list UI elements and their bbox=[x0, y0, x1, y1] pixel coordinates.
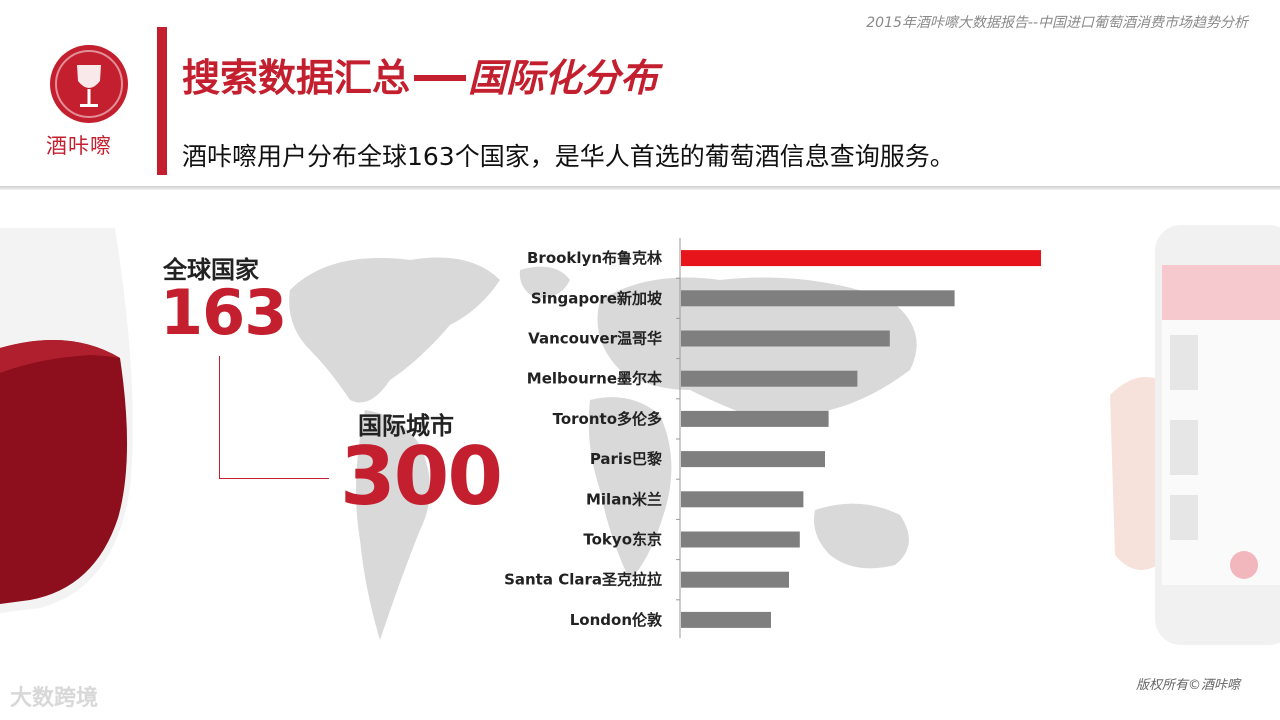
bar-label: Tokyo东京 bbox=[583, 531, 662, 549]
world-map-background bbox=[289, 257, 917, 640]
bar-label: Paris巴黎 bbox=[590, 450, 662, 468]
bar-label: Melbourne墨尔本 bbox=[527, 370, 662, 388]
wine-glass-decoration-icon bbox=[0, 228, 133, 613]
bar-label: Santa Clara圣克拉拉 bbox=[504, 571, 662, 589]
watermark: 大数跨境 bbox=[10, 686, 99, 711]
cities-label: 国际城市 bbox=[358, 412, 454, 440]
report-header-note: 2015年酒咔嚓大数据报告--中国进口葡萄酒消费市场趋势分析 bbox=[866, 15, 1248, 31]
bar bbox=[681, 250, 1041, 267]
title-accent-bar bbox=[157, 27, 167, 175]
title-main: 搜索数据汇总 bbox=[182, 56, 411, 100]
phone-decoration-icon bbox=[1110, 225, 1280, 645]
header-divider bbox=[0, 186, 1280, 190]
logo bbox=[50, 45, 128, 123]
bar-label: Milan米兰 bbox=[586, 490, 662, 508]
logo-text: 酒咔嚓 bbox=[46, 134, 112, 158]
bar bbox=[681, 410, 829, 427]
page-title: 搜索数据汇总 国际化分布 bbox=[182, 47, 658, 102]
title-dash bbox=[414, 74, 467, 81]
bar bbox=[681, 290, 955, 307]
bar bbox=[681, 451, 825, 468]
cities-value: 300 bbox=[340, 430, 503, 523]
bar bbox=[681, 330, 890, 347]
bar-label: Brooklyn布鲁克林 bbox=[527, 249, 663, 267]
wine-glass-logo-icon bbox=[55, 50, 123, 118]
bar-label: Vancouver温哥华 bbox=[528, 330, 662, 348]
bar bbox=[681, 491, 804, 508]
bar-label: Toronto多伦多 bbox=[553, 410, 662, 428]
bar bbox=[681, 531, 800, 548]
countries-value: 163 bbox=[160, 276, 287, 349]
bar bbox=[681, 370, 858, 387]
bar bbox=[681, 611, 771, 628]
page-subtitle: 酒咔嚓用户分布全球163个国家，是华人首选的葡萄酒信息查询服务。 bbox=[182, 142, 955, 171]
copyright: 版权所有©酒咔嚓 bbox=[1135, 678, 1240, 693]
city-bar-chart: Brooklyn布鲁克林 Singapore新加坡 Vancouver温哥华 Melb… bbox=[504, 238, 1041, 638]
title-sub: 国际化分布 bbox=[468, 56, 659, 100]
connector-line bbox=[219, 356, 220, 479]
bar-label: Singapore新加坡 bbox=[531, 289, 662, 307]
bar-label: London伦敦 bbox=[570, 611, 663, 629]
countries-label: 全球国家 bbox=[163, 256, 259, 284]
bar bbox=[681, 571, 789, 588]
connector-line bbox=[219, 478, 329, 479]
